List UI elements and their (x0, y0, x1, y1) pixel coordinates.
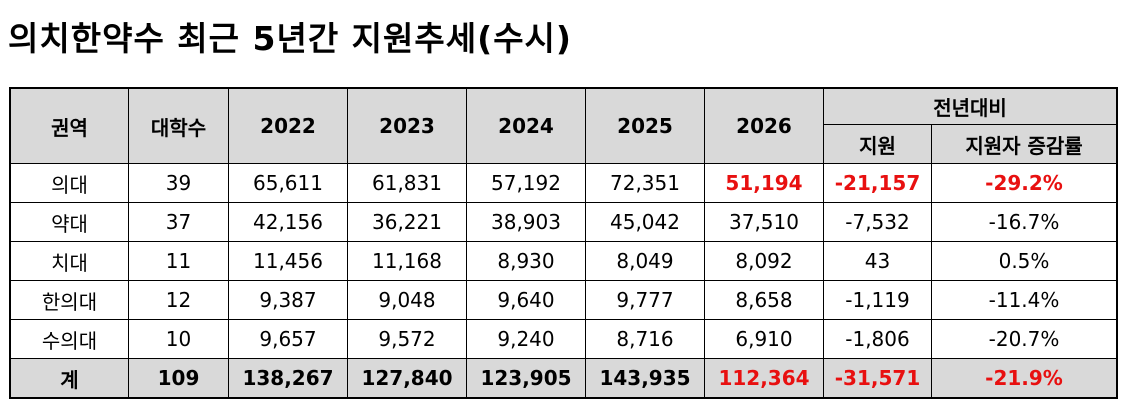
cell-yoy-rate: -29.2% (930, 163, 1118, 203)
cell-2022: 42,156 (228, 202, 348, 242)
cell-universities: 37 (128, 202, 229, 242)
cell-yoy-rate: -11.4% (930, 280, 1118, 320)
header-region: 권역 (10, 88, 129, 164)
cell-region: 한의대 (10, 280, 129, 320)
table-row: 치대 11 11,456 11,168 8,930 8,049 8,092 43… (10, 241, 1118, 281)
cell-region: 계 (10, 358, 129, 398)
cell-2023: 36,221 (347, 202, 467, 242)
cell-2024: 8,930 (466, 241, 586, 281)
cell-region: 치대 (10, 241, 129, 281)
cell-region: 약대 (10, 202, 129, 242)
cell-2024: 9,240 (466, 319, 586, 359)
cell-yoy-diff: -1,119 (823, 280, 932, 320)
cell-2024: 57,192 (466, 163, 586, 203)
cell-universities: 39 (128, 163, 229, 203)
table-row: 한의대 12 9,387 9,048 9,640 9,777 8,658 -1,… (10, 280, 1118, 320)
header-2023: 2023 (347, 88, 467, 164)
cell-2022: 9,657 (228, 319, 348, 359)
cell-2024: 123,905 (466, 358, 586, 398)
table-row: 약대 37 42,156 36,221 38,903 45,042 37,510… (10, 202, 1118, 242)
cell-2023: 61,831 (347, 163, 467, 203)
cell-2022: 138,267 (228, 358, 348, 398)
cell-yoy-diff: -31,571 (823, 358, 932, 398)
cell-2023: 9,048 (347, 280, 467, 320)
cell-2026: 8,658 (704, 280, 824, 320)
cell-2026: 112,364 (704, 358, 824, 398)
cell-2026: 6,910 (704, 319, 824, 359)
cell-universities: 12 (128, 280, 229, 320)
header-yoy-applicants: 지원 (823, 124, 932, 164)
cell-2026: 51,194 (704, 163, 824, 203)
cell-yoy-diff: -21,157 (823, 163, 932, 203)
cell-2026: 8,092 (704, 241, 824, 281)
cell-2025: 45,042 (585, 202, 705, 242)
cell-yoy-diff: -1,806 (823, 319, 932, 359)
total-row: 계 109 138,267 127,840 123,905 143,935 11… (10, 358, 1118, 398)
cell-2024: 38,903 (466, 202, 586, 242)
cell-region: 수의대 (10, 319, 129, 359)
header-2024: 2024 (466, 88, 586, 164)
cell-2022: 9,387 (228, 280, 348, 320)
cell-2022: 11,456 (228, 241, 348, 281)
cell-2023: 11,168 (347, 241, 467, 281)
cell-universities: 109 (128, 358, 229, 398)
header-universities: 대학수 (128, 88, 229, 164)
cell-2023: 127,840 (347, 358, 467, 398)
cell-yoy-rate: -20.7% (930, 319, 1118, 359)
table-row: 수의대 10 9,657 9,572 9,240 8,716 6,910 -1,… (10, 319, 1118, 359)
page-title: 의치한약수 최근 5년간 지원추세(수시) (8, 19, 572, 58)
cell-universities: 10 (128, 319, 229, 359)
cell-region: 의대 (10, 163, 129, 203)
cell-2025: 72,351 (585, 163, 705, 203)
header-2025: 2025 (585, 88, 705, 164)
cell-yoy-rate: -21.9% (930, 358, 1118, 398)
header-2022: 2022 (228, 88, 348, 164)
table-row: 의대 39 65,611 61,831 57,192 72,351 51,194… (10, 163, 1118, 203)
cell-2024: 9,640 (466, 280, 586, 320)
applicant-trend-table: 권역 대학수 2022 2023 2024 2025 2026 전년대비 지원 … (8, 87, 1119, 399)
cell-2023: 9,572 (347, 319, 467, 359)
cell-2026: 37,510 (704, 202, 824, 242)
header-yoy: 전년대비 (822, 88, 1118, 125)
header-2026: 2026 (704, 88, 824, 164)
header-yoy-rate: 지원자 증감률 (930, 124, 1118, 164)
cell-yoy-rate: 0.5% (930, 241, 1118, 281)
cell-yoy-diff: 43 (823, 241, 932, 281)
cell-universities: 11 (128, 241, 229, 281)
cell-yoy-diff: -7,532 (823, 202, 932, 242)
cell-yoy-rate: -16.7% (930, 202, 1118, 242)
cell-2025: 9,777 (585, 280, 705, 320)
cell-2025: 143,935 (585, 358, 705, 398)
cell-2025: 8,716 (585, 319, 705, 359)
cell-2025: 8,049 (585, 241, 705, 281)
cell-2022: 65,611 (228, 163, 348, 203)
